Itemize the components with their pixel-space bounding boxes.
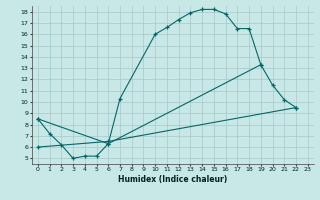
X-axis label: Humidex (Indice chaleur): Humidex (Indice chaleur) xyxy=(118,175,228,184)
